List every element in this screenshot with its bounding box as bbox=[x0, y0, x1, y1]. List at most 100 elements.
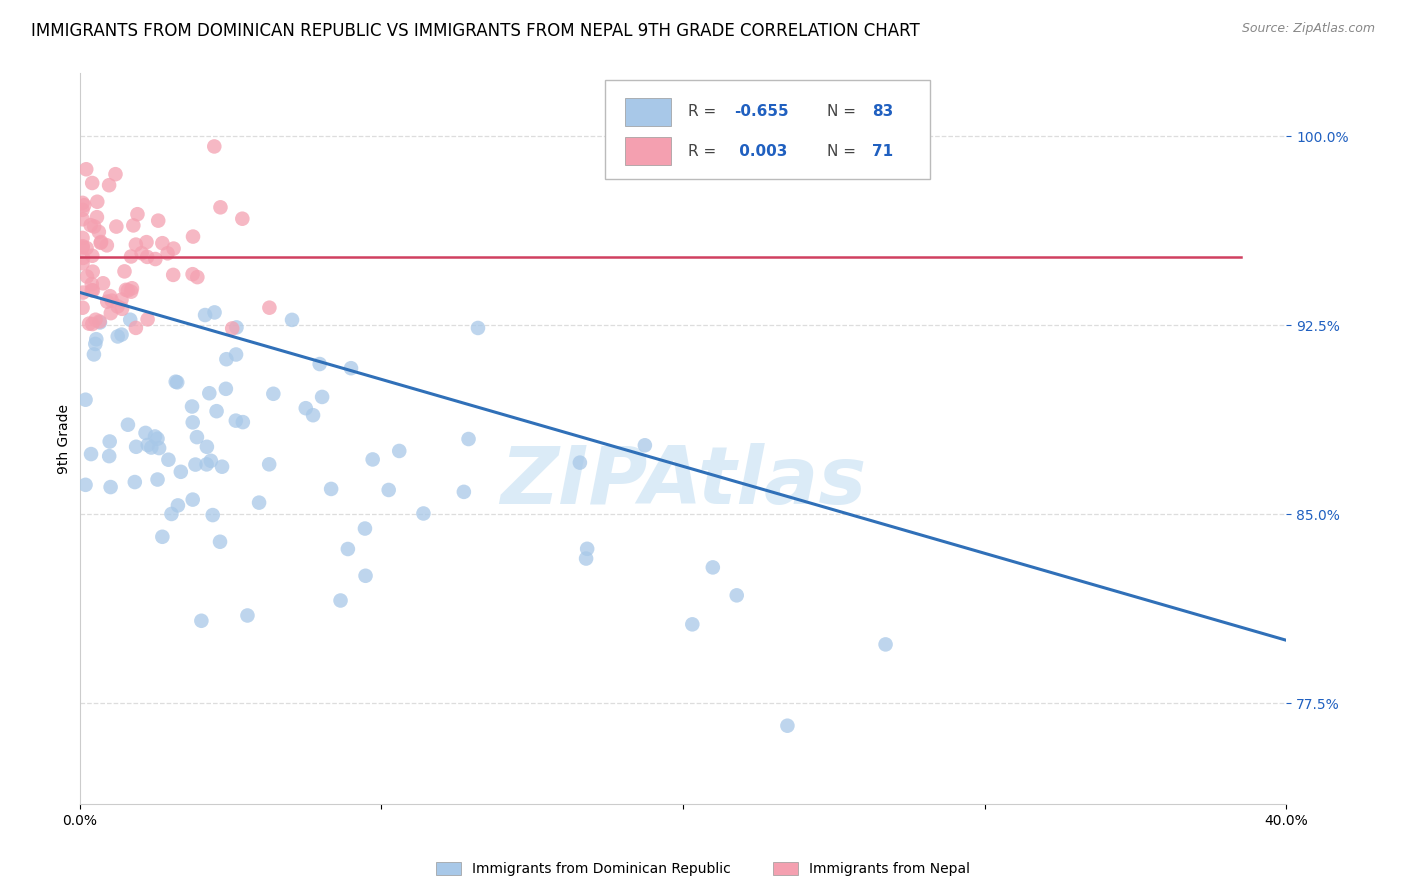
Point bbox=[96, 294, 118, 309]
Text: -0.655: -0.655 bbox=[734, 104, 789, 120]
Point bbox=[72, 240, 94, 254]
Point bbox=[634, 438, 657, 452]
Point bbox=[200, 454, 222, 468]
Point bbox=[157, 452, 180, 467]
Point bbox=[194, 308, 217, 322]
Point bbox=[329, 593, 352, 607]
Text: N =: N = bbox=[827, 144, 860, 159]
Point bbox=[143, 429, 166, 443]
Text: R =: R = bbox=[688, 104, 721, 120]
Point bbox=[86, 194, 108, 209]
Point bbox=[100, 480, 122, 494]
Point bbox=[294, 401, 316, 416]
Point bbox=[225, 320, 247, 334]
Point bbox=[84, 337, 107, 351]
Point bbox=[208, 534, 231, 549]
Point bbox=[186, 430, 208, 444]
Point bbox=[96, 238, 118, 252]
Point bbox=[82, 249, 104, 263]
Point bbox=[98, 449, 121, 463]
Text: ZIPAtlas: ZIPAtlas bbox=[501, 443, 866, 522]
Point bbox=[453, 484, 475, 499]
Point bbox=[236, 608, 259, 623]
Text: Source: ZipAtlas.com: Source: ZipAtlas.com bbox=[1241, 22, 1375, 36]
Point bbox=[225, 414, 247, 428]
Point bbox=[232, 415, 254, 429]
Point bbox=[89, 316, 111, 330]
Point bbox=[72, 301, 94, 315]
Point bbox=[82, 317, 104, 331]
Point bbox=[120, 250, 142, 264]
Point bbox=[412, 507, 434, 521]
Point bbox=[184, 458, 207, 472]
Point bbox=[83, 347, 105, 361]
Point bbox=[340, 361, 363, 376]
Bar bbox=[626, 98, 671, 126]
Point bbox=[181, 492, 204, 507]
Point bbox=[875, 637, 897, 651]
Point bbox=[127, 207, 149, 221]
Point bbox=[75, 162, 97, 177]
Y-axis label: 9th Grade: 9th Grade bbox=[58, 403, 72, 474]
Point bbox=[82, 176, 104, 190]
Point bbox=[80, 447, 103, 461]
Point bbox=[76, 269, 98, 284]
Point bbox=[110, 327, 132, 342]
Point bbox=[186, 270, 208, 285]
FancyBboxPatch shape bbox=[605, 80, 931, 179]
Point bbox=[190, 614, 212, 628]
Point bbox=[209, 200, 232, 214]
Point bbox=[181, 400, 204, 414]
Point bbox=[72, 231, 94, 245]
Point bbox=[575, 551, 598, 566]
Point bbox=[122, 219, 145, 233]
Point bbox=[150, 530, 173, 544]
Point bbox=[76, 241, 98, 255]
Point bbox=[205, 404, 228, 418]
Point bbox=[354, 568, 377, 582]
Point bbox=[257, 458, 280, 472]
Point bbox=[104, 167, 127, 181]
Point bbox=[72, 212, 94, 227]
Point bbox=[148, 441, 170, 455]
Point bbox=[141, 441, 163, 455]
Point bbox=[82, 265, 104, 279]
Point bbox=[77, 317, 100, 331]
Point bbox=[87, 225, 110, 239]
Point bbox=[281, 313, 304, 327]
Point bbox=[156, 246, 179, 260]
Point bbox=[136, 312, 159, 326]
Point bbox=[181, 229, 204, 244]
Point bbox=[111, 301, 134, 316]
Point bbox=[195, 440, 218, 454]
Text: 0.003: 0.003 bbox=[734, 144, 787, 159]
Point bbox=[91, 277, 114, 291]
Point bbox=[107, 300, 129, 314]
Point bbox=[117, 284, 139, 298]
Point bbox=[110, 293, 132, 307]
Text: N =: N = bbox=[827, 104, 860, 120]
Point bbox=[146, 473, 169, 487]
Point bbox=[72, 251, 94, 265]
Point bbox=[120, 285, 142, 299]
Point bbox=[100, 306, 122, 320]
Point bbox=[150, 236, 173, 251]
Point bbox=[98, 289, 121, 303]
Point bbox=[388, 444, 411, 458]
Point bbox=[125, 440, 148, 454]
Bar bbox=[626, 137, 671, 165]
Point bbox=[166, 376, 188, 390]
Point bbox=[160, 507, 183, 521]
Point bbox=[136, 438, 159, 452]
Legend: Immigrants from Dominican Republic, Immigrants from Nepal: Immigrants from Dominican Republic, Immi… bbox=[432, 858, 974, 880]
Point bbox=[98, 434, 121, 449]
Text: IMMIGRANTS FROM DOMINICAN REPUBLIC VS IMMIGRANTS FROM NEPAL 9TH GRADE CORRELATIO: IMMIGRANTS FROM DOMINICAN REPUBLIC VS IM… bbox=[31, 22, 920, 40]
Point bbox=[124, 475, 146, 489]
Point bbox=[105, 219, 128, 234]
Point bbox=[576, 541, 599, 556]
Point bbox=[100, 293, 122, 308]
Point bbox=[79, 218, 101, 232]
Point bbox=[115, 283, 138, 297]
Point bbox=[311, 390, 333, 404]
Point bbox=[120, 312, 142, 326]
